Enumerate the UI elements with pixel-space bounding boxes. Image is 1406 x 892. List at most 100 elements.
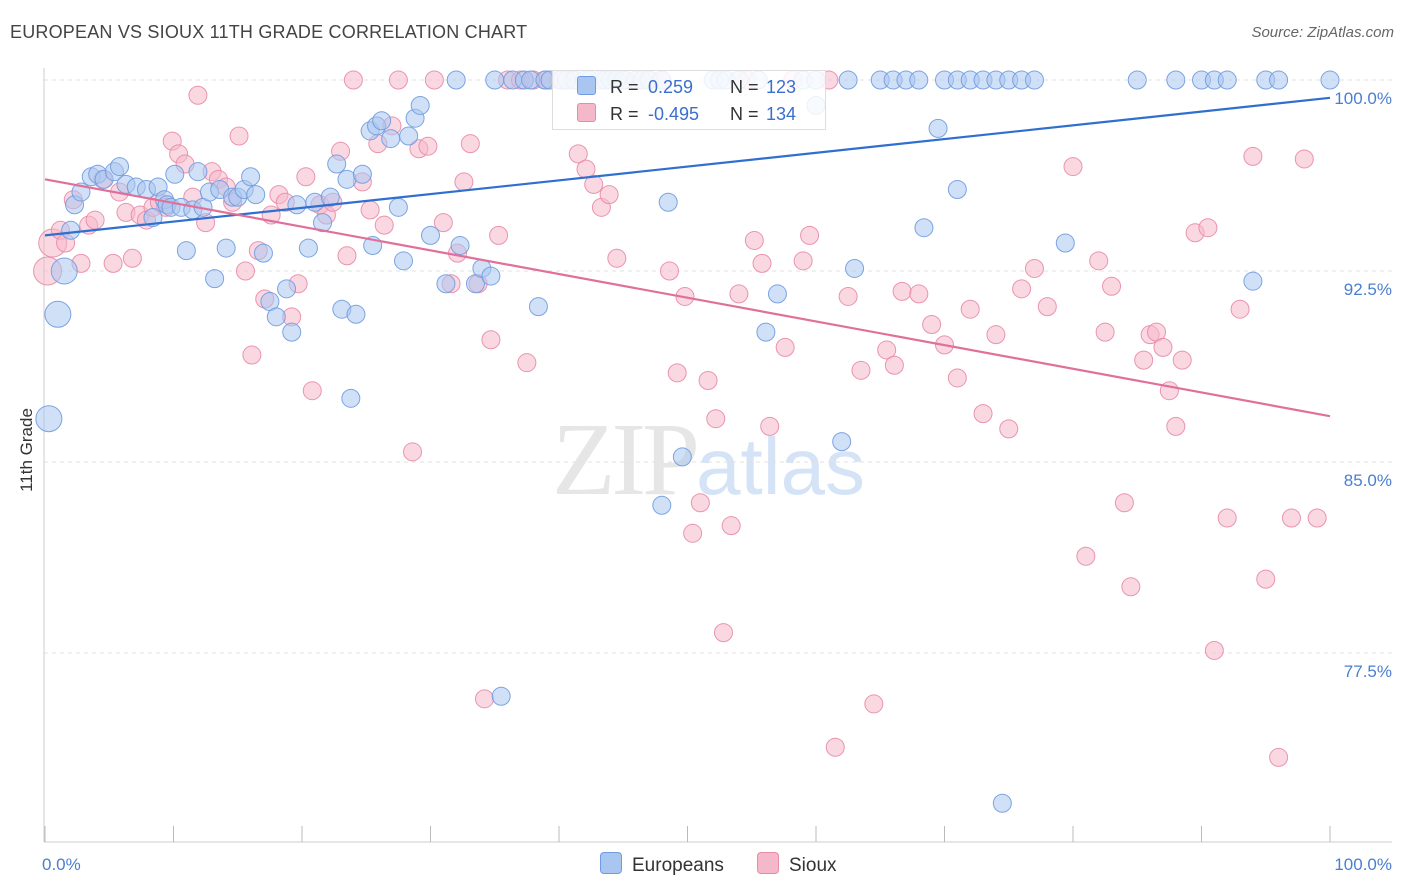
sioux-point <box>1024 258 1044 278</box>
y-axis-label: 11th Grade <box>17 408 36 492</box>
sioux-point <box>877 340 897 360</box>
europeans-trend-line <box>44 96 1331 237</box>
europeans-point <box>246 185 266 205</box>
europeans-n-label: N = <box>730 77 759 97</box>
europeans-r-label: R = <box>610 77 639 97</box>
legend-row-sioux: R = -0.495 N = 134 <box>577 103 828 125</box>
sioux-point <box>1166 416 1186 436</box>
sioux-point <box>1198 218 1218 238</box>
legend-item-europeans[interactable]: Europeans <box>600 852 724 877</box>
europeans-point <box>388 197 408 217</box>
sioux-point <box>683 523 703 543</box>
sioux-point <box>388 70 408 90</box>
europeans-point <box>110 157 130 177</box>
europeans-point <box>421 225 440 245</box>
sioux-point <box>1121 577 1141 597</box>
sioux-point <box>884 355 904 375</box>
sioux-point <box>474 689 494 709</box>
sioux-point <box>1281 508 1301 528</box>
sioux-point <box>343 70 363 90</box>
europeans-point <box>914 218 934 238</box>
sioux-point <box>1307 508 1327 528</box>
sioux-point <box>1243 146 1263 166</box>
sioux-point <box>760 416 780 436</box>
sioux-point <box>1172 350 1192 370</box>
sioux-point <box>103 253 123 273</box>
europeans-point <box>436 274 456 294</box>
axis-labels: 100.0% 92.5% 85.0% 77.5% 0.0% 100.0% 11th Grad… <box>17 89 1392 874</box>
sioux-point <box>235 261 255 281</box>
sioux-point <box>433 213 453 233</box>
europeans-point <box>1217 70 1237 90</box>
sioux-point <box>360 200 380 220</box>
europeans-r-value: 0.259 <box>648 77 694 97</box>
europeans-point <box>341 388 361 408</box>
europeans-point <box>241 167 261 187</box>
sioux-point <box>454 172 474 192</box>
sioux-point <box>922 314 942 334</box>
sioux-point <box>864 694 884 714</box>
sioux-n-value: 134 <box>766 104 797 124</box>
europeans-point <box>282 322 302 342</box>
europeans-point <box>485 70 505 90</box>
europeans-point <box>672 447 692 467</box>
sioux-point <box>1217 508 1237 528</box>
sioux-point <box>460 134 480 154</box>
europeans-point <box>446 70 466 90</box>
europeans-point <box>1243 271 1263 291</box>
sioux-point <box>607 248 627 268</box>
europeans-point <box>1269 70 1289 90</box>
europeans-point <box>313 213 333 233</box>
europeans-point <box>658 192 678 212</box>
sioux-swatch <box>577 103 596 122</box>
x-tick-label-1: 100.0% <box>1334 855 1392 874</box>
sioux-point <box>1012 279 1032 299</box>
sioux-point <box>302 381 322 401</box>
sioux-point <box>986 325 1006 345</box>
legend-item-sioux[interactable]: Sioux <box>757 852 837 877</box>
europeans-point <box>1166 70 1186 90</box>
sioux-point <box>667 363 687 383</box>
europeans-swatch <box>577 76 596 95</box>
sioux-n-label: N = <box>730 104 759 124</box>
europeans-point <box>845 258 865 278</box>
sioux-point <box>188 85 208 105</box>
europeans-point <box>61 220 81 240</box>
sioux-point <box>713 623 733 643</box>
europeans-point <box>652 495 672 515</box>
correlation-legend: R = 0.259 N = 123 R = -0.495 N = 134 <box>552 70 826 130</box>
sioux-point <box>517 353 537 373</box>
sioux-point <box>851 360 871 380</box>
europeans-point <box>838 70 858 90</box>
sioux-point <box>1269 747 1289 767</box>
series-legend: Europeans Sioux <box>0 852 1406 878</box>
sioux-point <box>775 337 795 357</box>
trend-lines <box>44 96 1331 418</box>
europeans-n-value: 123 <box>766 77 797 97</box>
europeans-point <box>481 266 501 286</box>
europeans-point <box>44 300 72 328</box>
sioux-point <box>1230 299 1250 319</box>
axes <box>43 68 1392 843</box>
sioux-point <box>698 371 718 391</box>
europeans-point <box>1024 70 1044 90</box>
sioux-points <box>33 70 1327 767</box>
y-tick-label-3: 77.5% <box>1344 662 1392 681</box>
sioux-legend-label: Sioux <box>789 855 837 876</box>
sioux-point <box>584 174 604 194</box>
sioux-r-label: R = <box>610 104 639 124</box>
sioux-point <box>909 284 929 304</box>
sioux-point <box>374 215 394 235</box>
europeans-point <box>35 405 63 433</box>
sioux-point <box>1102 276 1122 296</box>
sioux-point <box>1153 337 1173 357</box>
europeans-point <box>450 236 470 256</box>
sioux-point <box>1063 157 1083 177</box>
sioux-point <box>1134 350 1154 370</box>
sioux-point <box>481 330 501 350</box>
y-tick-label-2: 85.0% <box>1344 471 1392 490</box>
europeans-point <box>394 251 414 271</box>
sioux-point <box>85 210 105 230</box>
sioux-point <box>947 368 967 388</box>
